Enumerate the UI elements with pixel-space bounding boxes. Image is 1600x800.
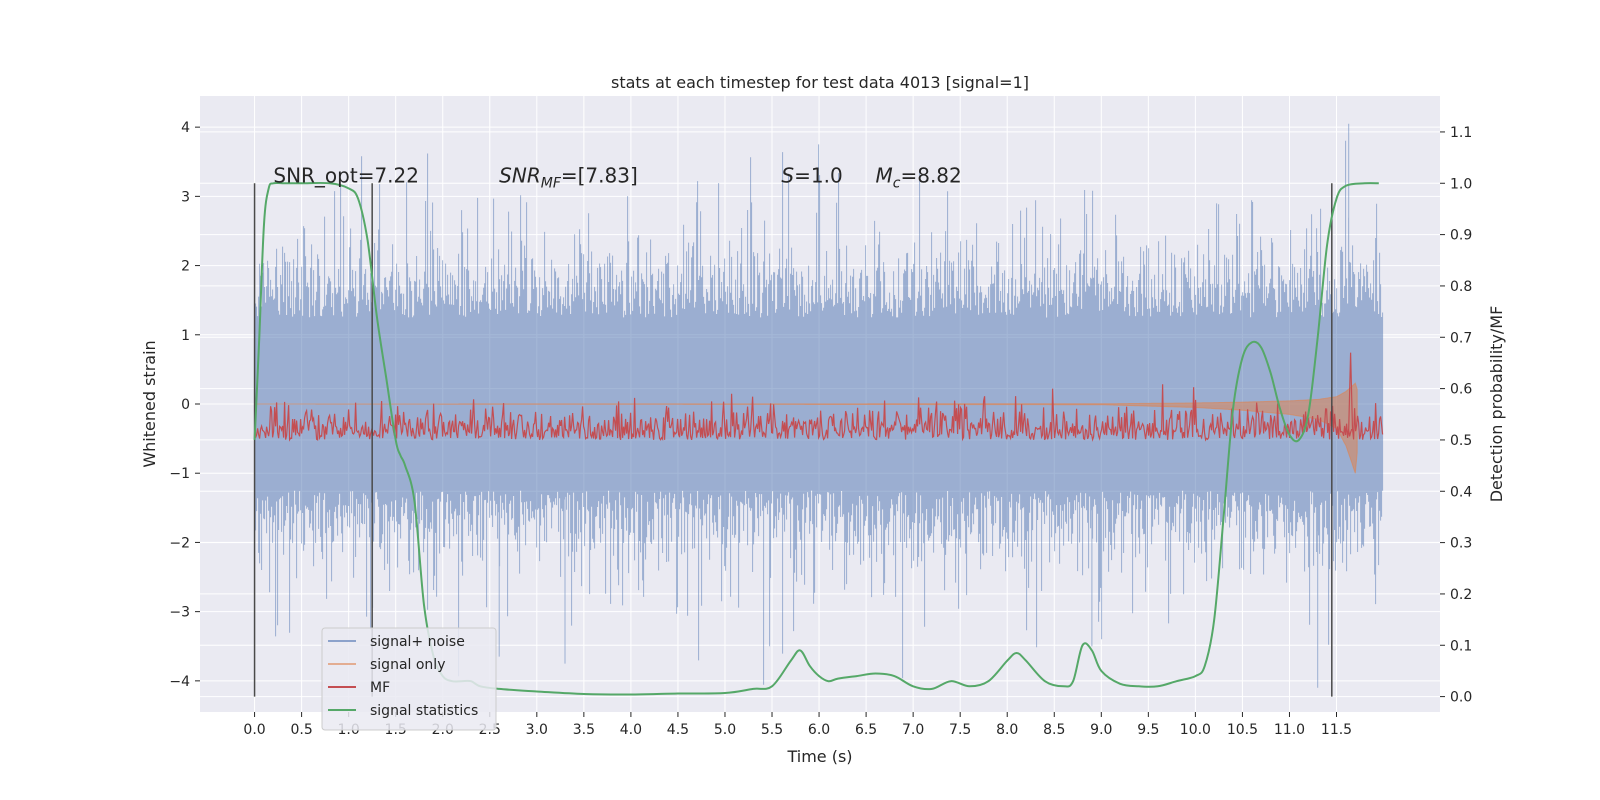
x-tick-label: 5.5 <box>761 722 783 738</box>
y2-tick-label: 0.7 <box>1450 330 1472 346</box>
y-tick-label: −2 <box>169 535 190 551</box>
y2-tick-label: 0.2 <box>1450 587 1472 603</box>
annotation-text: S=1.0 <box>781 164 842 188</box>
x-tick-label: 10.0 <box>1180 722 1211 738</box>
y-tick-label: 4 <box>181 120 190 136</box>
y2-tick-label: 0.5 <box>1450 433 1472 449</box>
legend-label: signal+ noise <box>370 634 465 650</box>
x-tick-label: 6.0 <box>808 722 830 738</box>
x-tick-label: 7.0 <box>902 722 924 738</box>
x-tick-label: 5.0 <box>714 722 736 738</box>
x-tick-label: 9.5 <box>1137 722 1159 738</box>
x-tick-label: 4.0 <box>620 722 642 738</box>
y-tick-label: −4 <box>169 674 190 690</box>
y2-axis-label: Detection probability/MF <box>1487 306 1506 503</box>
x-tick-label: 0.0 <box>243 722 265 738</box>
y-tick-label: −1 <box>169 466 190 482</box>
x-tick-label: 3.5 <box>573 722 595 738</box>
x-tick-label: 4.5 <box>667 722 689 738</box>
x-tick-label: 8.5 <box>1043 722 1065 738</box>
series-signal-statistics <box>253 181 1379 696</box>
legend-label: signal only <box>370 657 445 673</box>
x-axis-label: Time (s) <box>786 747 852 766</box>
annotation-text: SNRMF=[7.83] <box>499 164 638 192</box>
y2-tick-label: 0.8 <box>1450 279 1472 295</box>
legend-label: signal statistics <box>370 703 478 719</box>
x-tick-label: 11.0 <box>1274 722 1305 738</box>
annotation-text: SNR_opt=7.22 <box>273 164 419 188</box>
x-tick-label: 6.5 <box>855 722 877 738</box>
y2-tick-label: 0.1 <box>1450 638 1472 654</box>
chart-title: stats at each timestep for test data 401… <box>611 73 1029 92</box>
y2-tick-label: 1.0 <box>1450 176 1472 192</box>
y-axis-ticks: 4 3 2 1 0 −1 −2 −3 −4 <box>169 120 200 690</box>
y2-tick-label: 0.6 <box>1450 382 1472 398</box>
series-mf <box>254 352 1384 442</box>
y2-tick-label: 0.3 <box>1450 536 1472 552</box>
x-tick-label: 10.5 <box>1227 722 1258 738</box>
legend-label: MF <box>370 680 390 696</box>
y2-tick-label: 0.0 <box>1450 690 1472 706</box>
annotation-text: Mc=8.82 <box>876 164 962 192</box>
x-tick-label: 11.5 <box>1321 722 1352 738</box>
y-tick-label: 1 <box>181 328 190 344</box>
y-tick-label: 0 <box>181 397 190 413</box>
legend-box <box>321 627 497 731</box>
x-tick-label: 7.5 <box>949 722 971 738</box>
y-axis-label: Whitened strain <box>140 340 159 467</box>
x-tick-label: 0.5 <box>290 722 312 738</box>
y2-axis-ticks: 1.1 1.0 0.9 0.8 0.7 0.6 0.5 0.4 0.3 0.2 0.1 0.0 <box>1440 125 1472 706</box>
legend: signal+ noise signal only MF signal statist… <box>321 627 497 731</box>
y-tick-label: 3 <box>181 189 190 205</box>
x-tick-label: 9.0 <box>1090 722 1112 738</box>
y2-tick-label: 0.9 <box>1450 228 1472 244</box>
y2-tick-label: 0.4 <box>1450 484 1472 500</box>
annotations: SNR_opt=7.22 SNRMF=[7.83] S=1.0 Mc=8.82 <box>273 164 961 192</box>
x-tick-label: 3.0 <box>526 722 548 738</box>
y-tick-label: −3 <box>169 605 190 621</box>
y-tick-label: 2 <box>181 259 190 275</box>
y2-tick-label: 1.1 <box>1450 125 1472 141</box>
x-tick-label: 8.0 <box>996 722 1018 738</box>
